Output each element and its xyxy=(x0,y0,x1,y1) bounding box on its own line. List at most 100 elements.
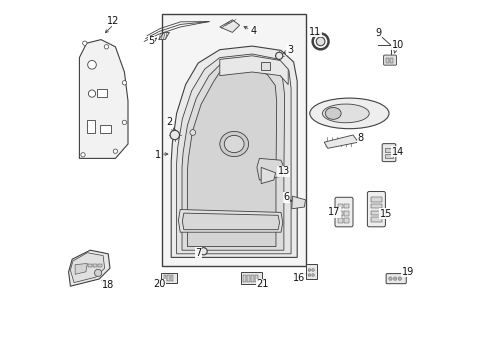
Circle shape xyxy=(81,153,85,157)
Text: 5: 5 xyxy=(148,36,154,46)
Polygon shape xyxy=(178,210,283,232)
FancyBboxPatch shape xyxy=(382,144,396,162)
Bar xyxy=(94,264,97,267)
Bar xyxy=(164,275,166,281)
Circle shape xyxy=(308,269,311,271)
Text: 7: 7 xyxy=(195,248,201,258)
Text: 4: 4 xyxy=(250,26,256,36)
Polygon shape xyxy=(182,213,280,230)
Text: 14: 14 xyxy=(392,147,404,157)
Circle shape xyxy=(88,60,97,69)
Text: 16: 16 xyxy=(293,273,305,283)
Circle shape xyxy=(312,269,315,271)
Text: 1: 1 xyxy=(155,150,161,160)
Text: 21: 21 xyxy=(256,279,269,289)
Polygon shape xyxy=(187,68,277,247)
Circle shape xyxy=(83,41,87,45)
Text: 10: 10 xyxy=(392,40,404,50)
Ellipse shape xyxy=(310,98,389,129)
Bar xyxy=(344,211,349,216)
Circle shape xyxy=(398,277,402,280)
Polygon shape xyxy=(75,264,87,274)
Circle shape xyxy=(313,33,328,49)
Circle shape xyxy=(122,81,126,85)
Circle shape xyxy=(275,52,283,59)
Bar xyxy=(385,154,393,158)
Text: 15: 15 xyxy=(380,209,392,219)
Text: 18: 18 xyxy=(102,280,114,290)
Ellipse shape xyxy=(325,107,341,119)
Circle shape xyxy=(393,277,397,280)
Polygon shape xyxy=(220,56,288,85)
Polygon shape xyxy=(159,32,170,40)
FancyBboxPatch shape xyxy=(241,272,262,284)
Ellipse shape xyxy=(322,104,369,123)
Bar xyxy=(243,275,245,282)
Polygon shape xyxy=(292,196,305,209)
Polygon shape xyxy=(176,54,291,254)
Bar xyxy=(88,264,92,267)
Polygon shape xyxy=(324,135,358,148)
Bar xyxy=(338,218,343,223)
Bar xyxy=(247,275,250,282)
Text: 11: 11 xyxy=(309,27,321,37)
Polygon shape xyxy=(69,250,110,286)
Circle shape xyxy=(95,269,102,276)
Bar xyxy=(390,58,392,63)
Text: 19: 19 xyxy=(402,267,414,277)
Text: 20: 20 xyxy=(153,279,166,289)
FancyBboxPatch shape xyxy=(368,192,386,227)
FancyBboxPatch shape xyxy=(162,273,176,283)
Bar xyxy=(251,275,254,282)
Ellipse shape xyxy=(224,135,244,153)
FancyBboxPatch shape xyxy=(384,55,396,65)
Bar xyxy=(167,275,170,281)
Bar xyxy=(387,58,389,63)
Polygon shape xyxy=(261,167,275,184)
Bar xyxy=(385,148,393,152)
Bar xyxy=(370,217,382,222)
Circle shape xyxy=(312,274,315,276)
Bar xyxy=(98,264,102,267)
Polygon shape xyxy=(79,40,128,158)
Bar xyxy=(338,204,343,208)
Text: 9: 9 xyxy=(376,28,382,38)
Text: 17: 17 xyxy=(328,207,341,217)
Ellipse shape xyxy=(220,131,248,157)
Bar xyxy=(100,125,111,133)
Circle shape xyxy=(308,274,311,276)
Circle shape xyxy=(200,248,207,255)
Text: 8: 8 xyxy=(358,132,364,143)
Polygon shape xyxy=(220,20,240,32)
Polygon shape xyxy=(71,253,104,283)
Polygon shape xyxy=(257,158,284,180)
Bar xyxy=(338,211,343,216)
FancyBboxPatch shape xyxy=(386,274,406,284)
Bar xyxy=(344,218,349,223)
FancyBboxPatch shape xyxy=(335,197,353,227)
Bar xyxy=(98,89,107,97)
Bar xyxy=(171,275,173,281)
Circle shape xyxy=(88,90,96,97)
Polygon shape xyxy=(171,46,297,257)
Bar xyxy=(344,204,349,208)
Circle shape xyxy=(190,130,196,135)
Text: 6: 6 xyxy=(284,192,290,202)
Bar xyxy=(255,275,258,282)
Bar xyxy=(261,62,270,70)
Bar xyxy=(370,204,382,208)
Circle shape xyxy=(104,45,109,49)
Text: 3: 3 xyxy=(287,45,293,55)
Circle shape xyxy=(316,37,325,46)
FancyBboxPatch shape xyxy=(306,264,317,279)
Circle shape xyxy=(113,149,118,153)
Text: 12: 12 xyxy=(107,16,120,26)
Bar xyxy=(370,197,382,202)
Bar xyxy=(162,14,306,266)
Text: 13: 13 xyxy=(278,166,290,176)
Circle shape xyxy=(122,120,126,125)
Polygon shape xyxy=(182,61,285,250)
Bar xyxy=(87,120,95,133)
Circle shape xyxy=(389,277,392,280)
Text: 2: 2 xyxy=(166,117,172,127)
